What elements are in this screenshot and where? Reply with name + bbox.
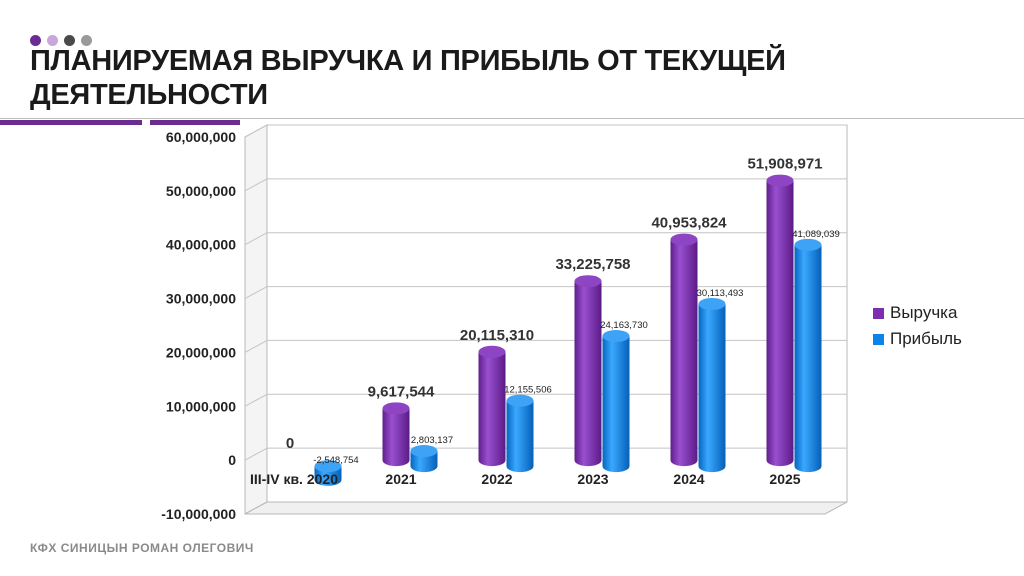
data-label-revenue: 40,953,824 — [651, 215, 727, 232]
bar-revenue — [670, 239, 698, 467]
legend-label-profit: Прибыль — [890, 329, 962, 348]
data-label-revenue: 9,617,544 — [368, 383, 435, 400]
bar-profit — [602, 336, 630, 473]
bar-profit-top — [314, 460, 342, 473]
bar-profit-top — [602, 330, 630, 343]
bar-revenue — [574, 281, 602, 467]
decor-dot — [47, 35, 58, 46]
title-divider — [0, 118, 1024, 119]
chart-legend: Выручка Прибыль — [873, 300, 962, 352]
bar-profit-top — [698, 297, 726, 310]
y-tick-label: 0 — [228, 452, 236, 468]
decor-dots — [30, 35, 92, 46]
bar-profit — [506, 400, 534, 473]
chart-side-wall — [244, 124, 268, 515]
bar-revenue — [478, 351, 506, 467]
gridline-depth — [244, 393, 268, 407]
legend-item-revenue: Выручка — [873, 300, 962, 326]
x-tick-label: 2024 — [673, 471, 704, 487]
slide-title: ПЛАНИРУЕМАЯ ВЫРУЧКА И ПРИБЫЛЬ ОТ ТЕКУЩЕЙ… — [30, 45, 786, 111]
data-label-profit: 24,163,730 — [600, 320, 648, 331]
chart-floor — [244, 501, 848, 515]
data-label-profit: 2,803,137 — [411, 435, 453, 446]
bar-revenue-top — [382, 402, 410, 415]
y-tick-label: 60,000,000 — [166, 129, 236, 145]
x-tick-label: 2025 — [769, 471, 800, 487]
chart-back-wall — [266, 124, 848, 503]
legend-swatch-revenue — [873, 307, 884, 319]
y-tick-label: -10,000,000 — [161, 506, 236, 522]
bar-profit — [410, 451, 438, 473]
bar-revenue-top — [574, 275, 602, 288]
bar-revenue — [766, 180, 794, 467]
x-tick-label: 2021 — [385, 471, 416, 487]
decor-dot — [81, 35, 92, 46]
data-label-profit: 30,113,493 — [697, 288, 744, 299]
bar-profit-top — [506, 394, 534, 407]
y-tick-label: 40,000,000 — [166, 237, 236, 253]
gridline-depth — [244, 232, 268, 246]
bar-profit-top — [410, 445, 438, 458]
decor-dot — [30, 35, 41, 46]
title-accent-bar-secondary — [150, 120, 240, 125]
gridline-depth — [244, 447, 268, 461]
bar-profit-top — [794, 238, 822, 251]
data-label-revenue: 33,225,758 — [555, 256, 630, 273]
gridline-depth — [244, 286, 268, 300]
legend-item-profit: Прибыль — [873, 326, 962, 352]
data-label-profit: 12,155,506 — [504, 385, 552, 396]
gridline-depth — [244, 124, 268, 138]
data-label-revenue: 51,908,971 — [747, 156, 822, 173]
gridline-depth — [244, 178, 268, 192]
data-label-profit: 41,089,039 — [792, 229, 840, 240]
x-tick-label: 2023 — [577, 471, 608, 487]
bar-revenue-top — [670, 233, 698, 246]
y-tick-label: 10,000,000 — [166, 398, 236, 414]
data-label-revenue: 0 — [286, 435, 294, 452]
data-label-profit: -2,548,754 — [313, 455, 358, 466]
bar-profit — [698, 303, 726, 473]
data-label-revenue: 20,115,310 — [460, 327, 534, 344]
decor-dot — [64, 35, 75, 46]
x-tick-label: 2022 — [481, 471, 512, 487]
bar-profit — [794, 244, 822, 473]
title-accent-bar — [0, 120, 142, 125]
gridline-depth — [244, 339, 268, 353]
y-tick-label: 50,000,000 — [166, 183, 236, 199]
bar-revenue — [382, 408, 410, 467]
y-tick-label: 20,000,000 — [166, 344, 236, 360]
legend-label-revenue: Выручка — [890, 303, 958, 322]
x-tick-label: III-IV кв. 2020 — [250, 471, 338, 487]
bar-revenue-top — [478, 345, 506, 358]
y-tick-label: 30,000,000 — [166, 291, 236, 307]
legend-swatch-profit — [873, 333, 884, 345]
footer-company: КФХ СИНИЦЫН РОМАН ОЛЕГОВИЧ — [30, 541, 254, 555]
bar-revenue-top — [766, 174, 794, 187]
